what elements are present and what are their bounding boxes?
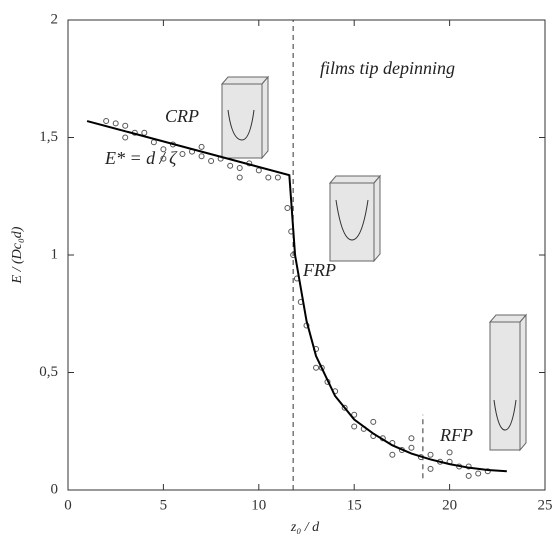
y-tick-label: 2	[51, 11, 59, 27]
data-point	[236, 174, 243, 181]
data-point	[198, 153, 205, 160]
inset-box	[329, 182, 375, 262]
data-point	[484, 468, 491, 475]
data-point	[370, 418, 377, 425]
y-axis-label: E / (Dc₀d)	[10, 226, 25, 284]
y-tick-label: 1,5	[39, 129, 58, 145]
inset-box	[221, 83, 263, 159]
data-point	[179, 150, 186, 157]
x-tick-label: 20	[442, 497, 457, 513]
x-tick-label: 25	[538, 497, 553, 513]
data-point	[389, 451, 396, 458]
data-point	[122, 134, 129, 141]
data-point	[265, 174, 272, 181]
annotation: E* = d / ζ	[104, 148, 178, 168]
inset-boxes	[220, 75, 528, 452]
data-point	[351, 411, 358, 418]
data-point	[160, 155, 167, 162]
data-point	[408, 444, 415, 451]
y-tick-label: 0	[51, 481, 59, 497]
inset-curve	[227, 109, 255, 141]
inset-box	[328, 175, 382, 184]
y-tick-label: 1	[51, 246, 59, 262]
data-point	[198, 143, 205, 150]
data-point	[408, 435, 415, 442]
x-axis-label: z₀ / d	[290, 520, 320, 535]
inset-box	[373, 174, 381, 263]
inset-box	[489, 321, 521, 451]
inset-box	[261, 75, 269, 160]
inset-box	[519, 313, 527, 452]
inset-curve	[493, 399, 517, 431]
data-point	[112, 120, 119, 127]
inset-box	[220, 76, 270, 85]
data-point	[341, 404, 348, 411]
x-tick-label: 15	[347, 497, 362, 513]
data-point	[284, 205, 291, 211]
data-point	[313, 364, 320, 371]
data-point	[465, 472, 472, 479]
data-point	[122, 122, 129, 129]
x-tick-label: 10	[251, 497, 266, 513]
x-tick-label: 0	[64, 497, 72, 513]
data-point	[150, 139, 157, 146]
y-tick-label: 0,5	[39, 364, 58, 380]
annotation: RFP	[439, 425, 473, 445]
data-point	[427, 451, 434, 458]
annotation: FRP	[302, 260, 336, 280]
annotation: CRP	[165, 106, 199, 126]
data-point	[351, 423, 358, 430]
data-point	[236, 165, 243, 172]
data-point	[141, 129, 148, 136]
data-point	[427, 465, 434, 472]
data-point	[446, 449, 453, 456]
data-point	[227, 162, 234, 169]
data-point	[475, 470, 482, 477]
inset-curve	[335, 199, 369, 241]
data-point	[255, 167, 262, 174]
plot-frame	[67, 19, 546, 491]
data-point	[208, 158, 215, 164]
annotation: films tip depinning	[320, 58, 455, 78]
fit-line	[86, 120, 507, 473]
x-tick-label: 5	[160, 497, 168, 513]
data-point	[160, 146, 167, 153]
data-point	[274, 174, 281, 181]
data-point	[103, 118, 110, 125]
